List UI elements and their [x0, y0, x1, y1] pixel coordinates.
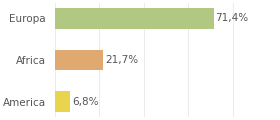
- Text: 71,4%: 71,4%: [215, 13, 249, 23]
- Bar: [55, 50, 103, 70]
- Bar: [55, 8, 214, 29]
- Text: 21,7%: 21,7%: [105, 55, 138, 65]
- Text: 6,8%: 6,8%: [72, 97, 98, 107]
- Bar: [55, 91, 70, 112]
